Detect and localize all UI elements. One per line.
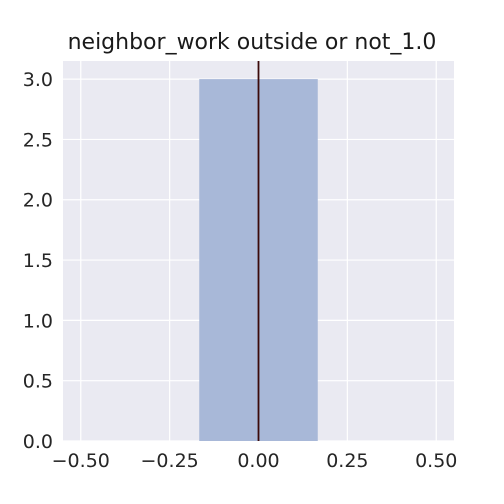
y-tick-label: 1.0 [23,310,53,332]
chart-title: neighbor_work outside or not_1.0 [67,30,437,55]
y-tick-label: 2.0 [23,190,53,212]
y-tick-label: 2.5 [23,129,53,151]
x-axis-ticks: −0.50 −0.25 0.00 0.25 0.50 [52,450,458,472]
x-tick-label: 0.00 [237,450,279,472]
x-tick-label: −0.50 [52,450,110,472]
y-axis-ticks: 0.0 0.5 1.0 1.5 2.0 2.5 3.0 [23,69,53,453]
x-tick-label: 0.25 [326,450,368,472]
y-tick-label: 1.5 [23,250,53,272]
y-tick-label: 3.0 [23,69,53,91]
x-tick-label: 0.50 [415,450,457,472]
y-tick-label: 0.5 [23,371,53,393]
y-tick-label: 0.0 [23,431,53,453]
x-tick-label: −0.25 [141,450,199,472]
